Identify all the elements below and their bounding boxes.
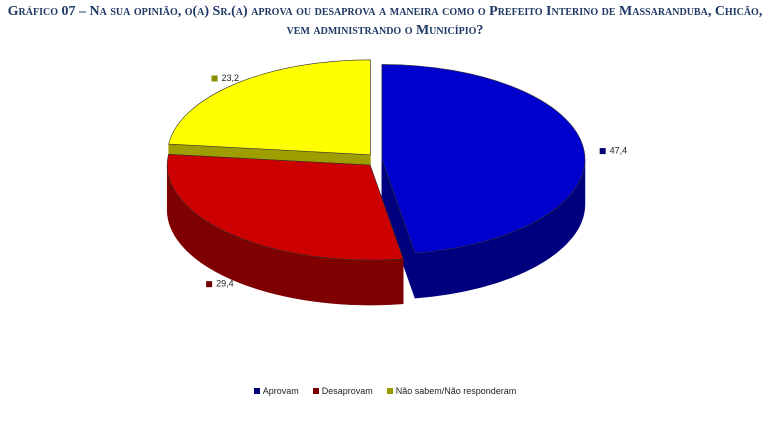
legend-label: Não sabem/Não responderam (395, 386, 517, 396)
slice (166, 154, 404, 261)
legend-item: Aprovam (253, 386, 299, 396)
legend-swatch (386, 388, 393, 394)
legend-swatch (312, 388, 319, 394)
slice (381, 64, 586, 254)
legend-swatch (253, 388, 260, 394)
label-marker (211, 75, 218, 82)
label-marker (599, 148, 606, 155)
slice (168, 59, 371, 156)
legend-label: Desaprovam (321, 386, 373, 396)
data-label: 47,4 (610, 145, 628, 155)
chart-title: Gráfico 07 – Na sua opinião, o(a) Sr.(a)… (7, 4, 763, 38)
legend-item: Desaprovam (312, 386, 373, 396)
data-label: 23,2 (222, 73, 240, 83)
label-marker (206, 281, 213, 288)
legend: Aprovam Desaprovam Não sabem/Não responder… (0, 386, 770, 396)
data-label: 29,4 (216, 279, 234, 289)
legend-label: Aprovam (262, 386, 299, 396)
legend-item: Não sabem/Não responderam (386, 386, 517, 396)
